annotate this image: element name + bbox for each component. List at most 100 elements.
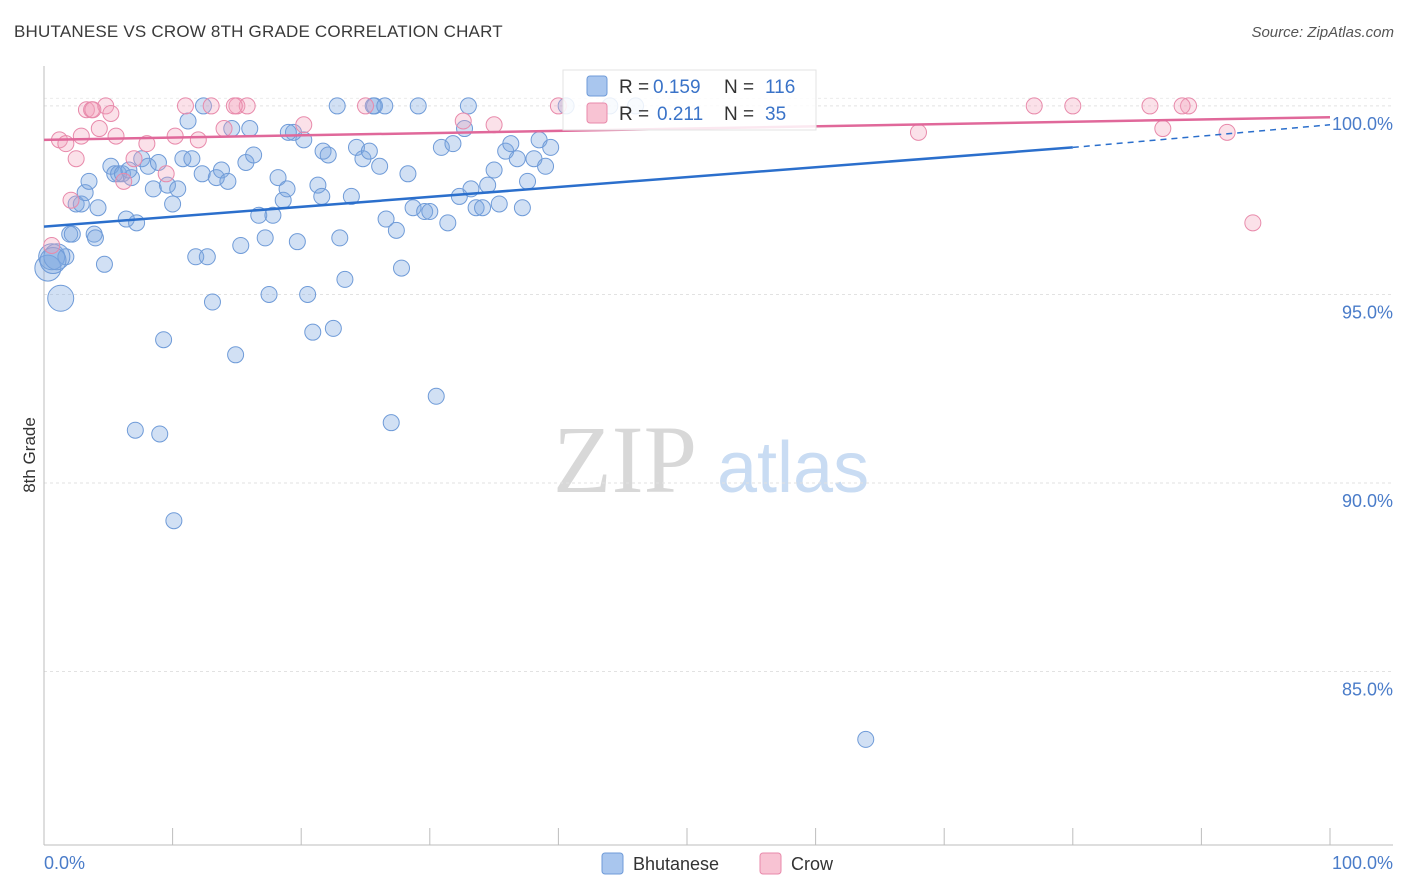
bhutanese-point (89, 199, 107, 217)
crow-point (67, 150, 85, 168)
bhutanese-point (139, 157, 157, 175)
watermark-zip: ZIP (553, 406, 697, 513)
crow-point (138, 135, 156, 153)
bhutanese-point (324, 319, 342, 337)
bhutanese-point (169, 180, 187, 198)
bhutanese-point (76, 184, 94, 202)
bhutanese-point (174, 150, 192, 168)
legend: Bhutanese Crow (601, 852, 834, 875)
bhutanese-point (43, 243, 71, 271)
bhutanese-point (80, 172, 98, 190)
stats-swatch-crow (586, 102, 608, 124)
bhutanese-point (319, 146, 337, 164)
bhutanese-point (126, 421, 144, 439)
legend-label-crow: Crow (791, 854, 834, 874)
stats-r-label-crow: R = (619, 104, 649, 125)
bhutanese-point (63, 225, 81, 243)
crow-point (107, 127, 125, 145)
crow-point (1154, 120, 1172, 138)
crow-point (225, 97, 243, 115)
crow-point (238, 97, 256, 115)
bhutanese-point (198, 248, 216, 266)
legend-label-bhutanese: Bhutanese (633, 854, 719, 874)
gridlines (44, 97, 1393, 673)
bhutanese-point (537, 157, 555, 175)
bhutanese-point (144, 180, 162, 198)
bhutanese-point (203, 293, 221, 311)
bhutanese-point (376, 97, 394, 115)
stats-box: R = 0.159 N = 116 R = 0.211 N = 35 (562, 69, 817, 131)
stats-r-value-crow: 0.211 (657, 104, 703, 125)
bhutanese-trend-line (43, 146, 1073, 228)
bhutanese-point (542, 138, 560, 156)
bhutanese-trend-extension (1072, 124, 1331, 149)
bhutanese-point (278, 180, 296, 198)
bhutanese-point (479, 176, 497, 194)
bhutanese-point (342, 187, 360, 205)
bhutanese-point (513, 199, 531, 217)
bhutanese-point (371, 157, 389, 175)
bhutanese-point (128, 214, 146, 232)
bhutanese-point (331, 229, 349, 247)
bhutanese-point (490, 195, 508, 213)
bhutanese-point (264, 206, 282, 224)
bhutanese-point (269, 169, 287, 187)
crow-point (72, 127, 90, 145)
bhutanese-point (86, 229, 104, 247)
bhutanese-point (155, 331, 173, 349)
crow-point (84, 101, 102, 119)
bhutanese-point (187, 248, 205, 266)
crow-point (125, 150, 143, 168)
crow-point (909, 123, 927, 141)
axes: 100.0% 95.0% 90.0% 85.0% (43, 66, 1393, 846)
bhutanese-point (444, 135, 462, 153)
bhutanese-point (227, 346, 245, 364)
crow-point (454, 112, 472, 130)
stats-swatch-bhutanese (586, 75, 608, 97)
source-credit: Source: ZipAtlas.com (1251, 24, 1394, 41)
x-tick-label-min: 0.0% (44, 853, 85, 873)
bhutanese-point (427, 387, 445, 405)
bhutanese-point (474, 199, 492, 217)
crow-point (1218, 123, 1236, 141)
stats-n-label-crow: N = (724, 104, 754, 125)
bhutanese-point (519, 172, 537, 190)
bhutanese-point (485, 161, 503, 179)
bhutanese-point (279, 123, 297, 141)
bhutanese-point (47, 284, 75, 312)
bhutanese-point (416, 203, 434, 221)
legend-swatch-crow (759, 852, 782, 875)
crow-point (189, 131, 207, 149)
bhutanese-point (219, 172, 237, 190)
bhutanese-point (260, 285, 278, 303)
crow-point (1180, 97, 1198, 115)
bhutanese-point (382, 414, 400, 432)
bhutanese-point (245, 146, 263, 164)
y-tick-label: 95.0% (1342, 302, 1393, 322)
crow-point (90, 120, 108, 138)
bhutanese-point (165, 512, 183, 530)
bhutanese-point (151, 425, 169, 443)
stats-n-value-bhutanese: 116 (765, 77, 795, 98)
crow-point (215, 120, 233, 138)
crow-point (157, 165, 175, 183)
crow-point (1025, 97, 1043, 115)
bhutanese-point (179, 112, 197, 130)
bhutanese-point (72, 195, 90, 213)
bhutanese-point (304, 323, 322, 341)
crow-point (1244, 214, 1262, 232)
stats-r-value-bhutanese: 0.159 (653, 77, 701, 98)
bhutanese-point (299, 285, 317, 303)
bhutanese-point (232, 236, 250, 254)
bhutanese-point (399, 165, 417, 183)
y-tick-label: 100.0% (1332, 114, 1393, 134)
crow-point (485, 116, 503, 134)
bhutanese-point (377, 210, 395, 228)
stats-n-value-crow: 35 (765, 104, 786, 125)
crow-point (166, 127, 184, 145)
bhutanese-point (387, 221, 405, 239)
crow-point (1064, 97, 1082, 115)
watermark-atlas: atlas (717, 428, 869, 508)
crow-point (202, 97, 220, 115)
bhutanese-point (409, 97, 427, 115)
